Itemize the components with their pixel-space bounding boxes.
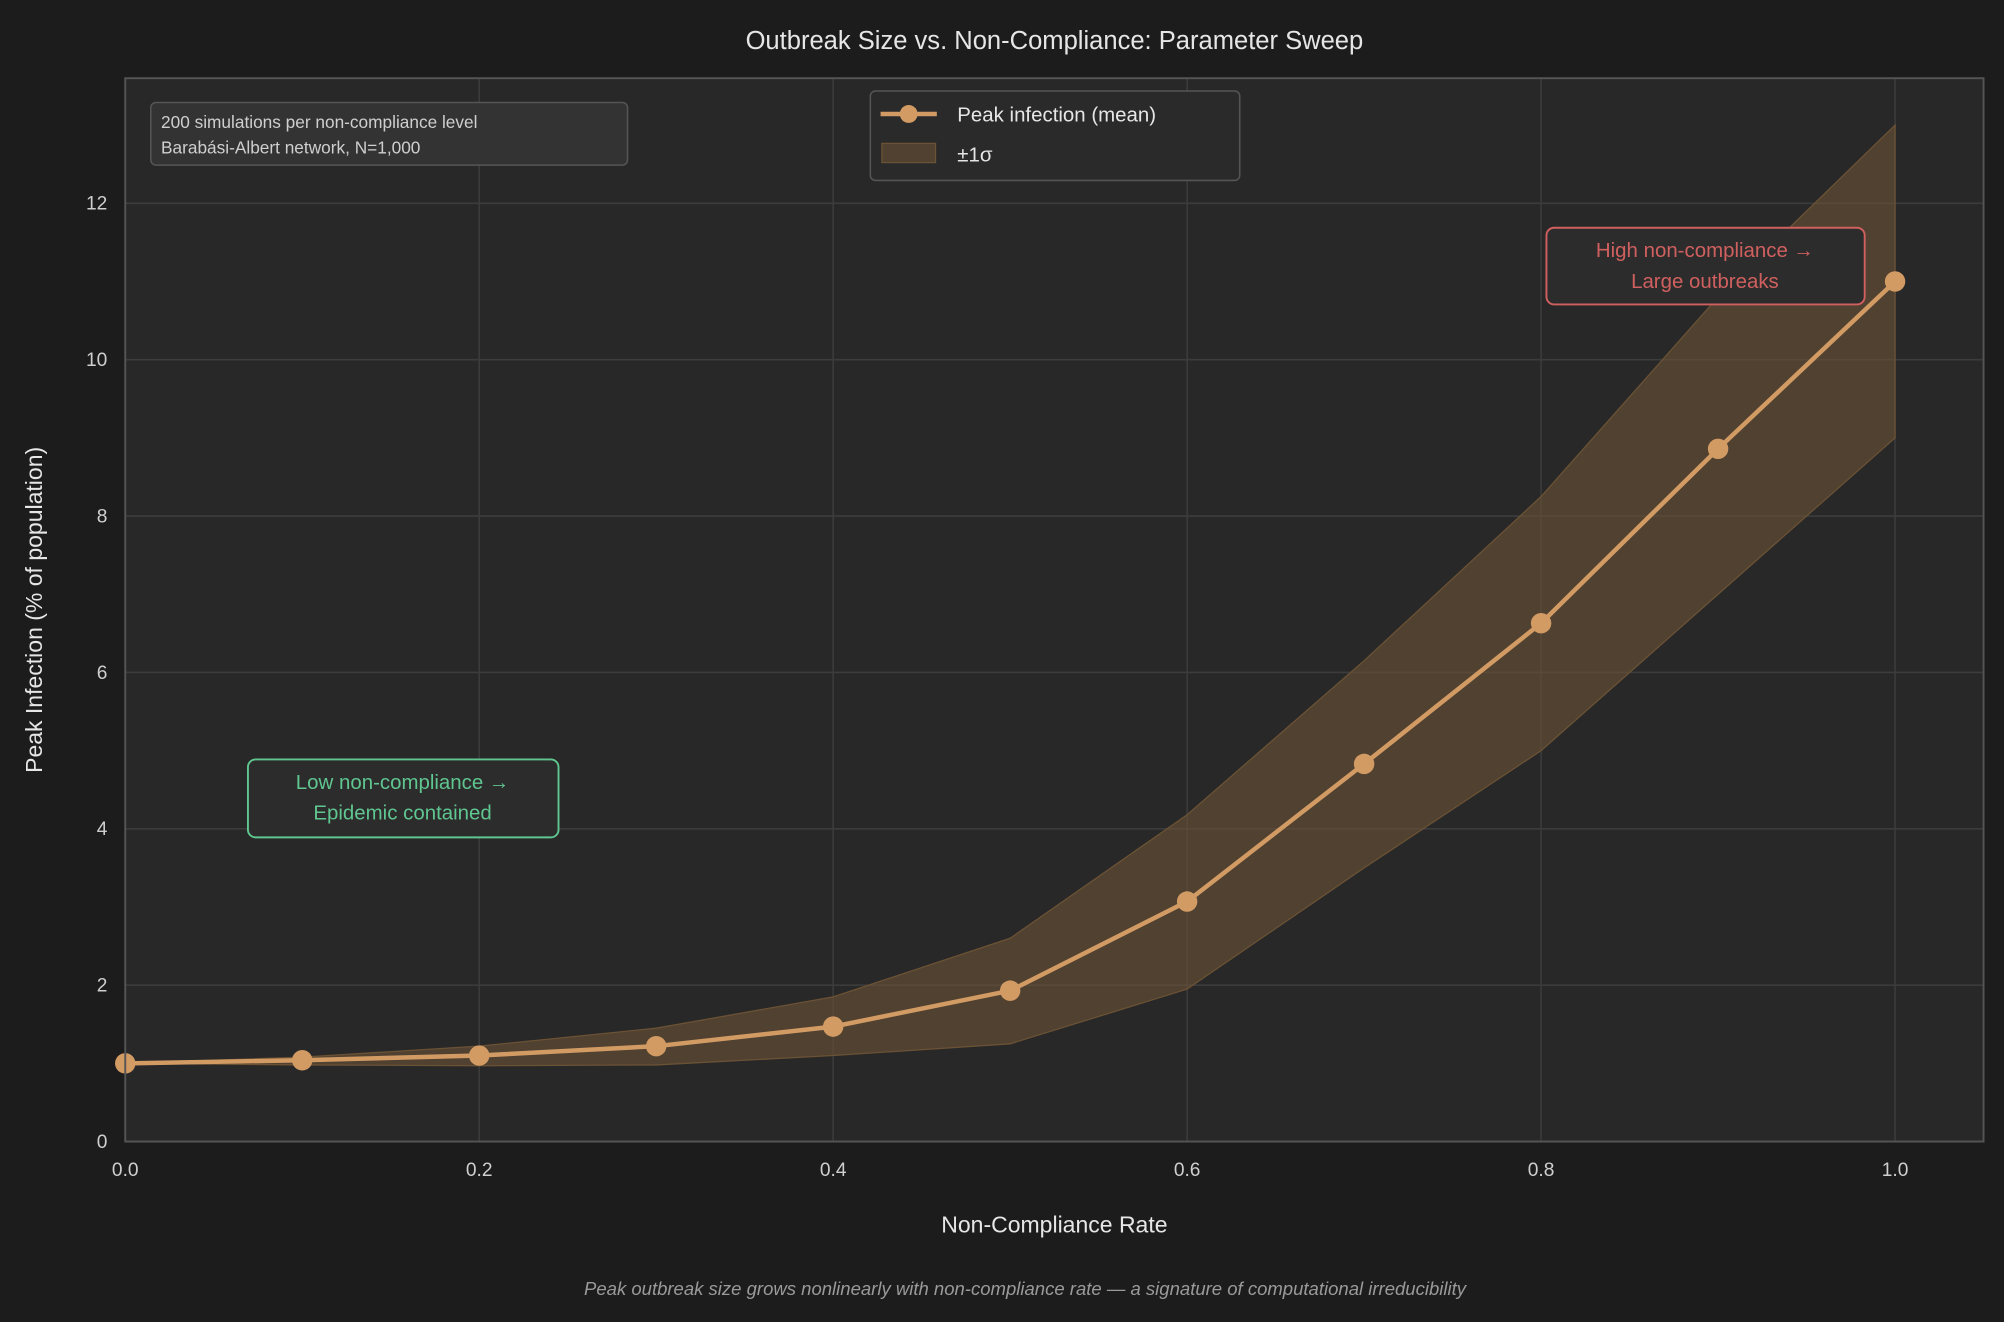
- plot-frame: [124, 77, 1985, 1143]
- x-tick-label: 0.6: [1174, 1160, 1201, 1181]
- y-tick-label: 4: [97, 819, 108, 840]
- info-box: 200 simulations per non-compliance level…: [150, 101, 629, 166]
- x-tick-label: 0.0: [112, 1160, 139, 1181]
- x-tick-label: 0.2: [466, 1160, 493, 1181]
- data-point: [292, 1050, 313, 1071]
- info-line-2: Barabási-Albert network, N=1,000: [161, 138, 420, 158]
- y-tick-label: 6: [97, 663, 108, 684]
- data-point: [1353, 753, 1375, 775]
- annotation-high-line-1: High non-compliance →: [1596, 239, 1814, 262]
- info-line-1: 200 simulations per non-compliance level: [161, 112, 477, 132]
- data-point: [999, 980, 1021, 1001]
- data-point: [468, 1045, 490, 1066]
- annotation-high: High non-compliance → Large outbreaks: [1545, 226, 1866, 306]
- annotation-high-line-2: Large outbreaks: [1631, 270, 1779, 293]
- legend-point-marker: [899, 105, 918, 123]
- legend-mean-label: Peak infection (mean): [957, 104, 1156, 127]
- data-point: [1530, 612, 1552, 634]
- data-point: [1884, 271, 1906, 292]
- y-tick-label: 12: [86, 194, 107, 215]
- mean-points: [115, 271, 1906, 1074]
- y-tick-label: 2: [97, 976, 108, 997]
- y-axis-label: Peak Infection (% of population): [21, 447, 47, 773]
- x-tick-label: 0.4: [820, 1160, 847, 1181]
- y-tick-label: 8: [97, 506, 108, 527]
- legend-band-label: ±1σ: [957, 143, 993, 166]
- y-tick-label: 0: [97, 1132, 108, 1153]
- legend-band-marker: [881, 142, 937, 164]
- data-point: [1176, 891, 1198, 912]
- annotation-low-line-2: Epidemic contained: [313, 801, 491, 824]
- data-point: [645, 1035, 667, 1057]
- data-point: [822, 1016, 844, 1037]
- ticks: 0.0 0.2 0.4 0.6 0.8 1.0 0 2 4 6 8 10 12: [86, 194, 1908, 1181]
- caption: Peak outbreak size grows nonlinearly wit…: [584, 1278, 1468, 1299]
- data-point: [1707, 438, 1729, 460]
- chart-title: Outbreak Size vs. Non-Compliance: Parame…: [746, 27, 1364, 55]
- x-tick-label: 1.0: [1882, 1160, 1909, 1181]
- annotation-low-line-1: Low non-compliance →: [296, 771, 510, 794]
- legend: Peak infection (mean) ±1σ: [869, 90, 1241, 182]
- x-tick-label: 0.8: [1528, 1160, 1555, 1181]
- y-tick-label: 10: [86, 350, 107, 371]
- x-axis-label: Non-Compliance Rate: [941, 1211, 1167, 1237]
- annotation-low: Low non-compliance → Epidemic contained: [246, 758, 560, 839]
